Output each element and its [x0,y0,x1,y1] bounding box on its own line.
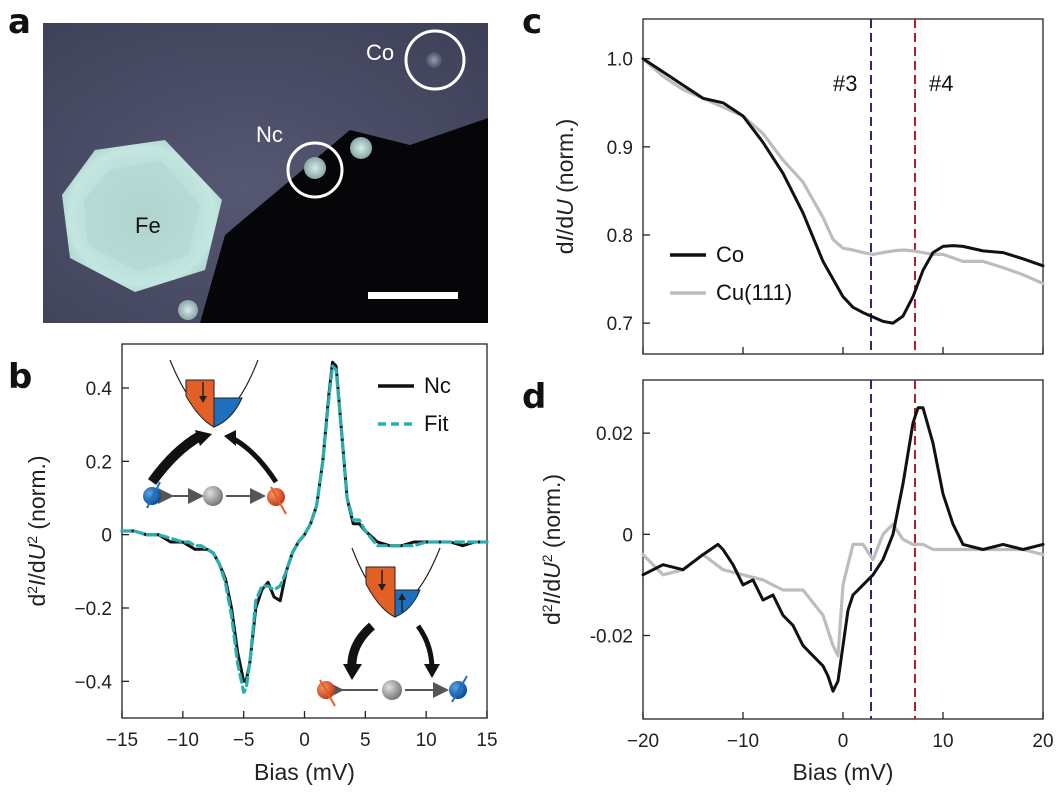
series-line-cu111 [641,522,1045,658]
x-tick-label: 20 [1032,731,1053,752]
x-tick-label: −5 [233,730,255,751]
adatom [178,300,198,320]
y-tick-label: 0.02 [596,424,633,445]
legend-label: Co [716,242,744,267]
inset-top [143,359,287,515]
marker-label: #3 [833,71,857,96]
x-axis-label: Bias (mV) [254,759,355,785]
dark-region [200,118,488,323]
panel-label-b: b [8,357,32,397]
series-line-co [641,406,1045,693]
chart-b: −15 −10 −5 0 5 10 15 −0.4 −0.2 0 0.2 0.4 Bias (mV) d2… [24,343,498,785]
y-tick-label: −0.4 [74,672,112,693]
co-adatom [426,52,442,68]
spin-up-band [213,397,243,428]
stm-image: Fe Nc Co [43,23,488,323]
fe-island-core [84,160,200,272]
co-circle [404,29,466,91]
x-tick-label: 15 [476,730,497,751]
y-tick-label: 1.0 [607,50,633,71]
x-tick-label: 5 [360,730,371,751]
legend-label: Nc [424,373,451,398]
marker-label: #4 [929,71,953,96]
flow-arrow-left [347,622,376,671]
flow-arrow-right [415,624,435,671]
x-tick-label: 0 [299,730,310,751]
series-line-fit [120,364,489,694]
series-line-cu111 [641,57,1045,286]
inset-bottom [317,547,468,707]
spin-down-band [365,566,396,618]
legend-label: Cu(111) [716,280,792,305]
x-tick-label: −20 [627,731,659,752]
adatom [350,137,372,159]
fe-label: Fe [135,213,161,238]
y-tick-label: 0 [622,525,633,546]
plot-frame [642,18,1044,355]
y-tick-label: 0.4 [86,379,113,400]
x-tick-label: −10 [167,730,199,751]
flow-arrow-right [230,435,279,484]
y-tick-label: -0.02 [590,627,633,648]
y-tick-label: 0.8 [607,226,633,247]
legend-label: Fit [424,411,448,436]
nc-adatom [304,157,326,179]
flow-arrow-left [147,431,203,485]
nc-circle [286,141,344,199]
y-tick-label: −0.2 [74,599,112,620]
panel-label-a: a [8,2,31,42]
y-tick-label: 0.7 [607,314,633,335]
x-axis-label: Bias (mV) [793,759,894,785]
nc-label: Nc [256,122,283,147]
y-tick-label: 0 [101,526,112,547]
x-tick-label: −15 [106,730,138,751]
spin-up-band [394,589,421,618]
scale-bar [368,292,458,299]
x-tick-label: −10 [727,731,759,752]
series-line-co [641,57,1045,325]
magnon-site [382,680,402,700]
co-label: Co [366,40,394,65]
y-axis-label: d2I/dU2 (norm.) [539,474,565,625]
panel-label-d: d [522,377,546,417]
x-tick-label: 10 [416,730,437,751]
panel-label-c: c [522,2,542,42]
y-tick-label: 0.2 [86,452,112,473]
chart-c: 0.7 0.8 0.9 1.0 dI/dU (norm.) #3 #4 Co Cu(111) [552,18,1045,355]
chart-d: −20 −10 0 10 20 -0.02 0 0.02 Bias (mV) d2I/dU2 (n… [539,379,1054,785]
y-tick-label: 0.9 [607,138,633,159]
x-tick-label: 10 [932,731,953,752]
magnon-site [203,486,223,506]
x-tick-label: 0 [838,731,849,752]
y-axis-label: dI/dU (norm.) [552,119,578,255]
y-axis-label: d2I/dU2 (norm.) [24,455,50,606]
spin-down-band [185,379,215,428]
